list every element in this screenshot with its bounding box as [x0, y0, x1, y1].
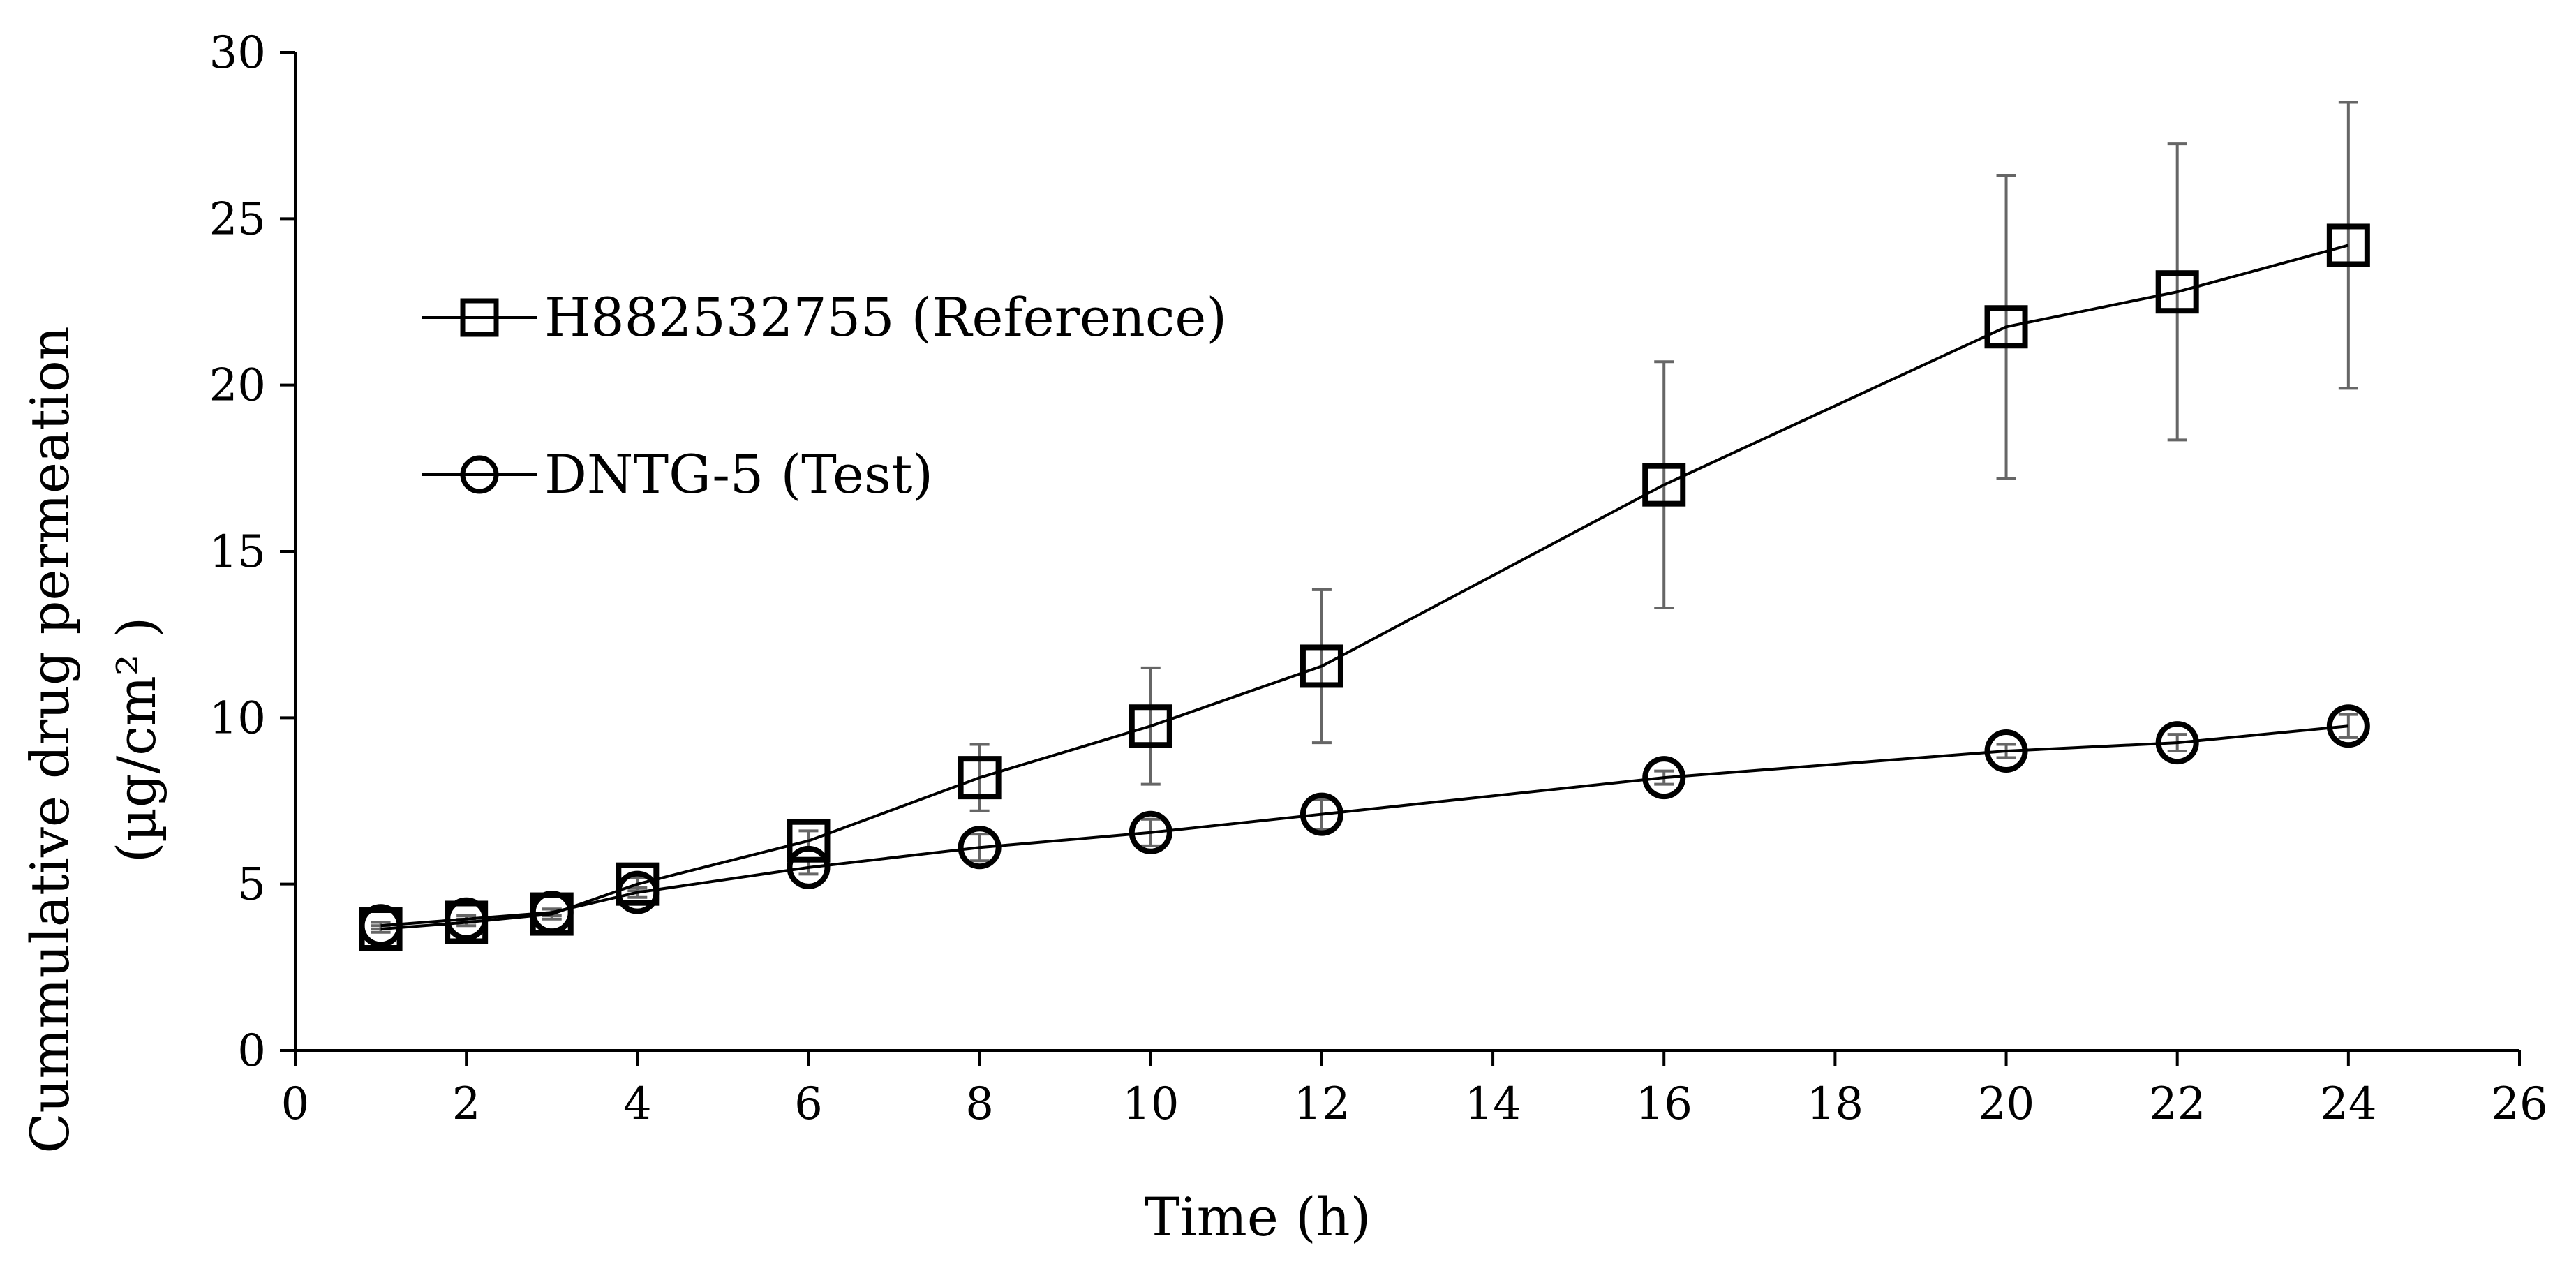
- data-point-square: [787, 819, 831, 863]
- y-axis-title-unit: (µg/cm² ): [105, 617, 167, 863]
- legend-label: DNTG-5 (Test): [544, 443, 933, 505]
- data-point-circle: [2326, 704, 2370, 748]
- y-tick-label: 20: [209, 360, 266, 412]
- data-point-circle: [1984, 729, 2028, 773]
- legend: H882532755 (Reference) DNTG-5 (Test): [422, 286, 1227, 505]
- series-line-1: [380, 244, 2349, 931]
- series-markers: [359, 223, 2370, 951]
- x-tick-label: 2: [452, 1078, 481, 1130]
- x-tick-label: 14: [1464, 1078, 1521, 1130]
- error-bars: [371, 101, 2358, 934]
- legend-label: H882532755 (Reference): [544, 286, 1227, 348]
- data-point-square: [1129, 704, 1172, 748]
- y-tick-label: 25: [209, 193, 266, 245]
- x-tick-label: 4: [623, 1078, 652, 1130]
- data-point-circle: [616, 870, 660, 914]
- series-lines: [380, 244, 2349, 931]
- legend-marker-square: [460, 298, 499, 337]
- x-tick-label: 24: [2320, 1078, 2376, 1130]
- data-point-circle: [1300, 792, 1343, 836]
- y-tick-label: 5: [237, 859, 266, 911]
- y-tick-label: 30: [209, 27, 266, 79]
- x-tick-label: 6: [794, 1078, 823, 1130]
- data-point-circle: [359, 904, 403, 948]
- data-point-circle: [445, 897, 489, 941]
- data-point-circle: [1642, 756, 1686, 800]
- y-axis-title: Cummulative drug permeation: [19, 326, 81, 1153]
- data-point-square: [2326, 223, 2370, 267]
- data-point-circle: [1129, 810, 1172, 854]
- data-point-square: [1984, 305, 2028, 349]
- data-point-circle: [2155, 721, 2199, 765]
- x-tick-label: 18: [1807, 1078, 1863, 1130]
- data-point-square: [2155, 270, 2199, 314]
- x-tick-label: 20: [1978, 1078, 2034, 1130]
- data-point-square: [1300, 644, 1343, 688]
- y-tick-label: 10: [209, 692, 266, 744]
- legend-marker-circle: [460, 455, 499, 494]
- data-point-circle: [530, 891, 574, 935]
- data-point-circle: [958, 826, 1002, 870]
- data-point-square: [1642, 463, 1686, 507]
- x-axis-title: Time (h): [1145, 1186, 1371, 1248]
- x-tick-label: 12: [1293, 1078, 1350, 1130]
- y-tick-label: 0: [237, 1025, 266, 1077]
- x-tick-label: 22: [2149, 1078, 2205, 1130]
- x-tick-label: 26: [2491, 1078, 2547, 1130]
- data-point-circle: [787, 845, 831, 889]
- series-line-2: [380, 724, 2349, 928]
- x-tick-label: 10: [1122, 1078, 1179, 1130]
- x-tick-label: 8: [965, 1078, 994, 1130]
- data-point-square: [958, 756, 1002, 800]
- y-tick-label: 15: [209, 526, 266, 578]
- x-tick-label: 0: [281, 1078, 310, 1130]
- x-tick-label: 16: [1636, 1078, 1692, 1130]
